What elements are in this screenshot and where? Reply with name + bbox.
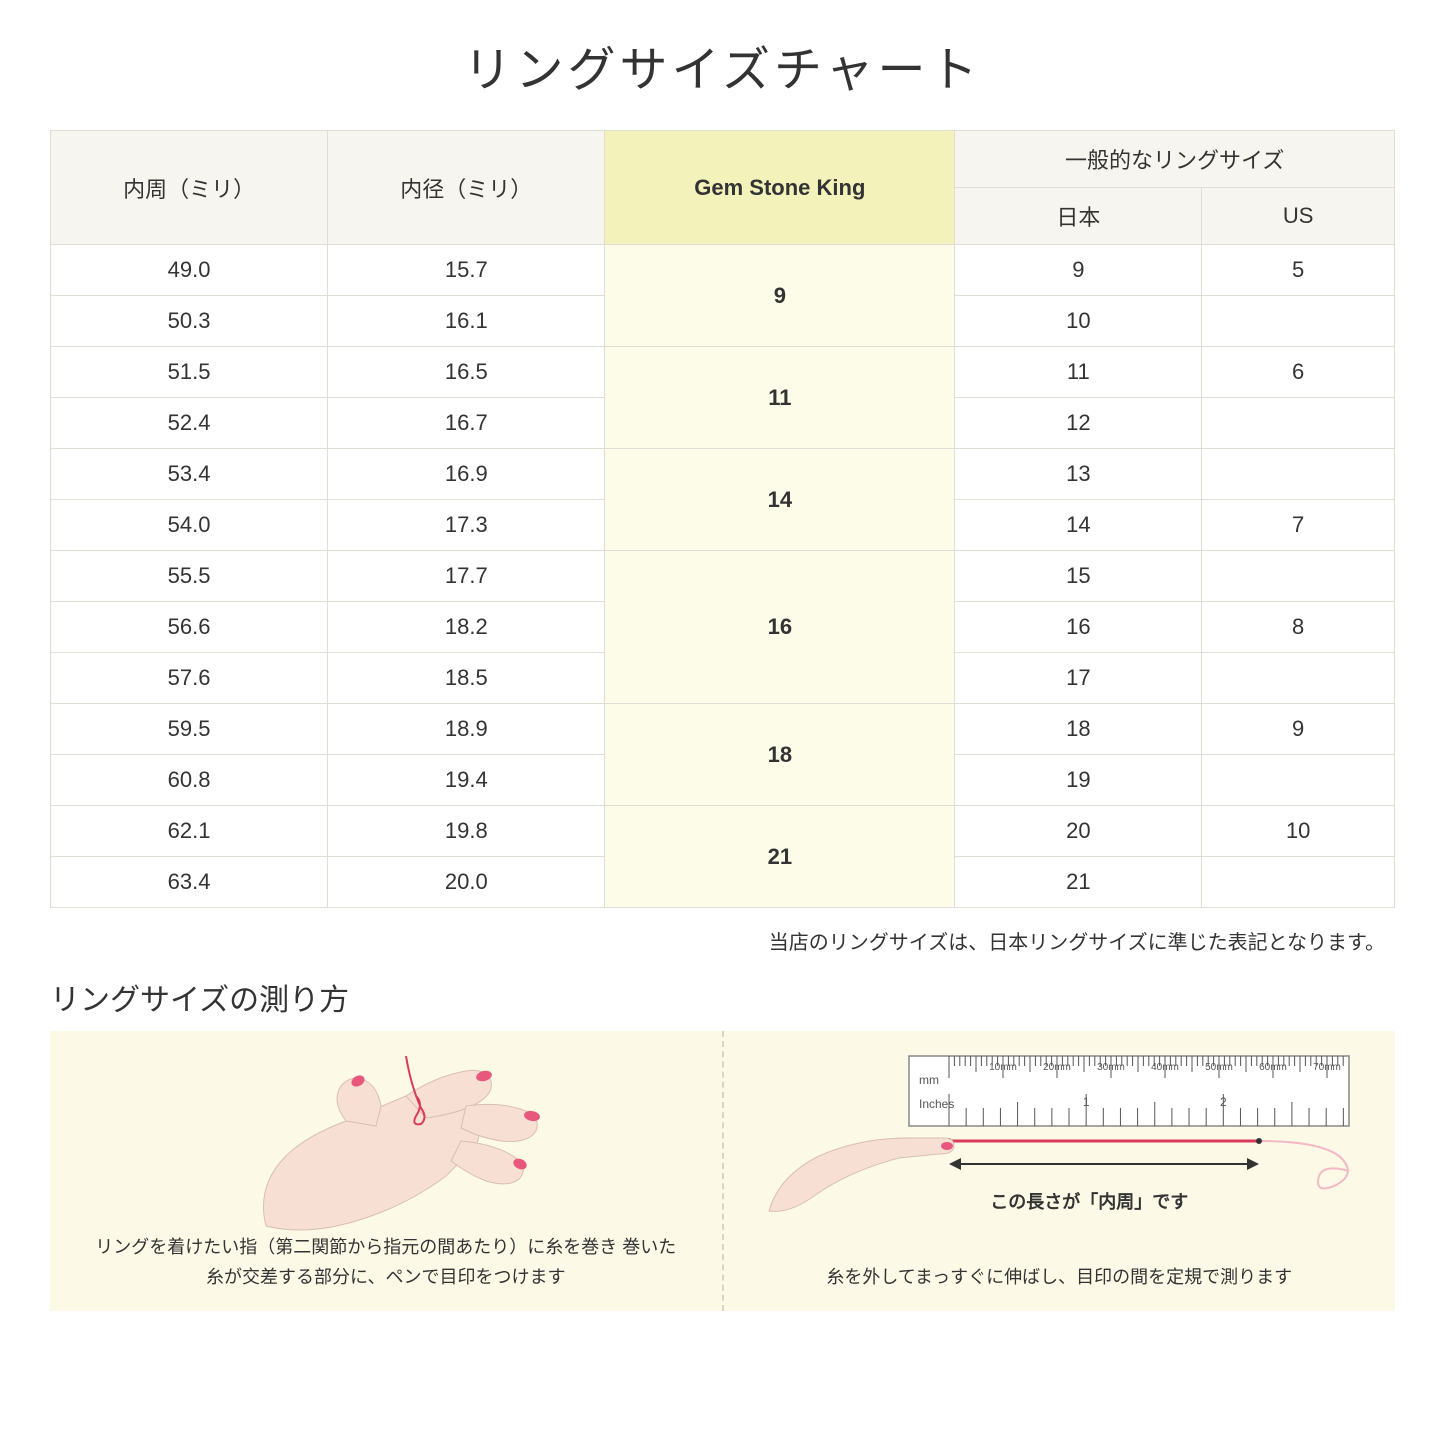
cell-us-size xyxy=(1202,398,1395,449)
table-row: 53.416.91413 xyxy=(51,449,1395,500)
cell-circumference: 60.8 xyxy=(51,755,328,806)
cell-japan-size: 21 xyxy=(955,857,1202,908)
cell-japan-size: 13 xyxy=(955,449,1202,500)
howto-caption-1: リングを着けたい指（第二関節から指元の間あたり）に糸を巻き 巻いた糸が交差する部… xyxy=(50,1232,722,1293)
size-chart-table: 内周（ミリ） 内径（ミリ） Gem Stone King 一般的なリングサイズ … xyxy=(50,130,1395,908)
table-row: 51.516.511116 xyxy=(51,347,1395,398)
cell-diameter: 19.8 xyxy=(328,806,605,857)
howto-title: リングサイズの測り方 xyxy=(50,975,1395,1019)
svg-text:10mm: 10mm xyxy=(989,1062,1017,1073)
cell-circumference: 63.4 xyxy=(51,857,328,908)
cell-circumference: 53.4 xyxy=(51,449,328,500)
cell-us-size xyxy=(1202,551,1395,602)
cell-circumference: 49.0 xyxy=(51,245,328,296)
cell-japan-size: 12 xyxy=(955,398,1202,449)
howto-caption-2: 糸を外してまっすぐに伸ばし、目印の間を定規で測ります xyxy=(724,1262,1396,1293)
cell-diameter: 16.1 xyxy=(328,296,605,347)
header-circumference: 内周（ミリ） xyxy=(51,131,328,245)
cell-us-size: 7 xyxy=(1202,500,1395,551)
cell-japan-size: 17 xyxy=(955,653,1202,704)
table-row: 62.119.8212010 xyxy=(51,806,1395,857)
cell-circumference: 56.6 xyxy=(51,602,328,653)
cell-gemstone-size: 21 xyxy=(605,806,955,908)
cell-diameter: 17.3 xyxy=(328,500,605,551)
cell-diameter: 18.2 xyxy=(328,602,605,653)
header-japan: 日本 xyxy=(955,188,1202,245)
cell-diameter: 18.9 xyxy=(328,704,605,755)
cell-diameter: 15.7 xyxy=(328,245,605,296)
header-diameter: 内径（ミリ） xyxy=(328,131,605,245)
cell-us-size xyxy=(1202,857,1395,908)
cell-circumference: 59.5 xyxy=(51,704,328,755)
cell-japan-size: 19 xyxy=(955,755,1202,806)
cell-diameter: 17.7 xyxy=(328,551,605,602)
svg-text:2: 2 xyxy=(1220,1095,1227,1109)
cell-us-size xyxy=(1202,653,1395,704)
header-general: 一般的なリングサイズ xyxy=(955,131,1395,188)
cell-circumference: 57.6 xyxy=(51,653,328,704)
svg-text:mm: mm xyxy=(919,1073,939,1087)
svg-text:50mm: 50mm xyxy=(1205,1062,1233,1073)
cell-circumference: 52.4 xyxy=(51,398,328,449)
footnote: 当店のリングサイズは、日本リングサイズに準じた表記となります。 xyxy=(50,926,1395,955)
cell-japan-size: 10 xyxy=(955,296,1202,347)
cell-japan-size: 14 xyxy=(955,500,1202,551)
table-row: 49.015.7995 xyxy=(51,245,1395,296)
cell-japan-size: 16 xyxy=(955,602,1202,653)
cell-japan-size: 15 xyxy=(955,551,1202,602)
cell-circumference: 51.5 xyxy=(51,347,328,398)
cell-japan-size: 20 xyxy=(955,806,1202,857)
cell-gemstone-size: 9 xyxy=(605,245,955,347)
svg-text:70mm: 70mm xyxy=(1313,1062,1341,1073)
cell-diameter: 20.0 xyxy=(328,857,605,908)
cell-us-size: 9 xyxy=(1202,704,1395,755)
svg-text:40mm: 40mm xyxy=(1151,1062,1179,1073)
cell-circumference: 55.5 xyxy=(51,551,328,602)
cell-us-size xyxy=(1202,296,1395,347)
howto-step-1: リングを着けたい指（第二関節から指元の間あたり）に糸を巻き 巻いた糸が交差する部… xyxy=(50,1031,722,1311)
header-gemstone: Gem Stone King xyxy=(605,131,955,245)
cell-us-size: 6 xyxy=(1202,347,1395,398)
cell-gemstone-size: 16 xyxy=(605,551,955,704)
cell-gemstone-size: 11 xyxy=(605,347,955,449)
header-us: US xyxy=(1202,188,1395,245)
svg-text:30mm: 30mm xyxy=(1097,1062,1125,1073)
table-row: 55.517.71615 xyxy=(51,551,1395,602)
page-title: リングサイズチャート xyxy=(50,30,1395,100)
cell-circumference: 62.1 xyxy=(51,806,328,857)
hand-with-thread-icon xyxy=(206,1046,566,1236)
svg-text:20mm: 20mm xyxy=(1043,1062,1071,1073)
cell-japan-size: 11 xyxy=(955,347,1202,398)
ruler-length-label: この長さが「内周」です xyxy=(814,1188,1366,1214)
cell-us-size xyxy=(1202,755,1395,806)
cell-circumference: 50.3 xyxy=(51,296,328,347)
cell-us-size xyxy=(1202,449,1395,500)
cell-japan-size: 18 xyxy=(955,704,1202,755)
svg-text:60mm: 60mm xyxy=(1259,1062,1287,1073)
cell-circumference: 54.0 xyxy=(51,500,328,551)
cell-diameter: 16.7 xyxy=(328,398,605,449)
cell-gemstone-size: 18 xyxy=(605,704,955,806)
cell-japan-size: 9 xyxy=(955,245,1202,296)
cell-diameter: 19.4 xyxy=(328,755,605,806)
table-row: 59.518.918189 xyxy=(51,704,1395,755)
cell-us-size: 10 xyxy=(1202,806,1395,857)
howto-panel: リングを着けたい指（第二関節から指元の間あたり）に糸を巻き 巻いた糸が交差する部… xyxy=(50,1031,1395,1311)
cell-us-size: 8 xyxy=(1202,602,1395,653)
cell-diameter: 16.9 xyxy=(328,449,605,500)
cell-us-size: 5 xyxy=(1202,245,1395,296)
svg-text:1: 1 xyxy=(1083,1095,1090,1109)
cell-diameter: 16.5 xyxy=(328,347,605,398)
howto-step-2: mm Inches 10mm20mm30mm40mm50mm60mm70mm12… xyxy=(724,1031,1396,1311)
cell-diameter: 18.5 xyxy=(328,653,605,704)
cell-gemstone-size: 14 xyxy=(605,449,955,551)
